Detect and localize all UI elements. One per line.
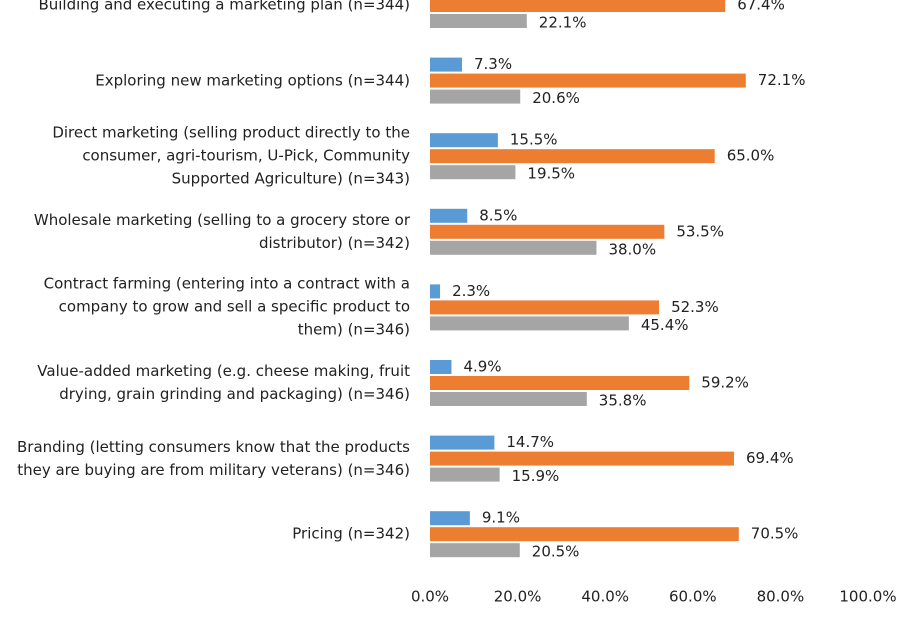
value-label: 14.7%	[506, 433, 554, 451]
bar	[430, 240, 597, 255]
value-label: 22.1%	[539, 14, 587, 32]
bar	[430, 165, 516, 180]
value-label: 59.2%	[701, 374, 749, 392]
category-label: Direct marketing (selling product direct…	[52, 123, 410, 188]
value-label: 70.5%	[751, 525, 799, 543]
value-label: 65.0%	[727, 147, 775, 165]
bar	[430, 376, 690, 390]
bar	[430, 73, 746, 88]
x-tick-label: 100.0%	[839, 588, 896, 606]
category-label: Pricing (n=342)	[292, 524, 410, 543]
category-label: Exploring new marketing options (n=344)	[95, 71, 410, 90]
value-label: 7.3%	[474, 55, 512, 73]
value-label: 4.9%	[463, 358, 501, 376]
category-label: Wholesale marketing (selling to a grocer…	[33, 210, 410, 252]
bar	[430, 208, 468, 223]
value-label: 15.9%	[512, 467, 560, 485]
bar	[430, 300, 660, 315]
value-label: 38.0%	[608, 240, 656, 258]
value-label: 35.8%	[599, 392, 647, 410]
bar	[430, 527, 739, 542]
bar	[430, 511, 470, 526]
x-tick-label: 0.0%	[411, 588, 449, 606]
value-label: 67.4%	[737, 0, 785, 14]
value-label: 9.1%	[482, 509, 520, 527]
bar	[430, 543, 520, 558]
bar	[430, 149, 715, 164]
value-label: 45.4%	[641, 316, 689, 334]
category-label: Building and executing a marketing plan …	[38, 0, 410, 14]
category-label: Branding (letting consumers know that th…	[17, 437, 410, 479]
value-label: 15.5%	[510, 131, 558, 149]
value-label: 72.1%	[758, 71, 806, 89]
bar	[430, 0, 726, 12]
bar	[430, 392, 587, 406]
value-label: 53.5%	[676, 222, 724, 240]
bar	[430, 451, 734, 466]
bar	[430, 360, 452, 374]
bar	[430, 316, 629, 331]
category-label: Value-added marketing (e.g. cheese makin…	[37, 362, 410, 403]
value-label: 19.5%	[527, 165, 575, 183]
value-label: 2.3%	[452, 282, 490, 300]
value-label: 20.6%	[532, 89, 580, 107]
bar	[430, 89, 521, 104]
category-label: Contract farming (entering into a contra…	[43, 274, 410, 339]
bar	[430, 435, 495, 450]
bar	[430, 57, 462, 72]
x-tick-label: 60.0%	[669, 588, 717, 606]
value-label: 69.4%	[746, 449, 794, 467]
value-label: 52.3%	[671, 298, 719, 316]
bar	[430, 224, 665, 239]
value-label: 20.5%	[532, 543, 580, 561]
bar	[430, 467, 500, 482]
bar	[430, 14, 527, 28]
value-label: 8.5%	[479, 206, 517, 224]
x-tick-label: 40.0%	[581, 588, 629, 606]
bar	[430, 133, 498, 148]
x-tick-label: 20.0%	[494, 588, 542, 606]
bar	[430, 284, 441, 299]
x-tick-label: 80.0%	[757, 588, 805, 606]
